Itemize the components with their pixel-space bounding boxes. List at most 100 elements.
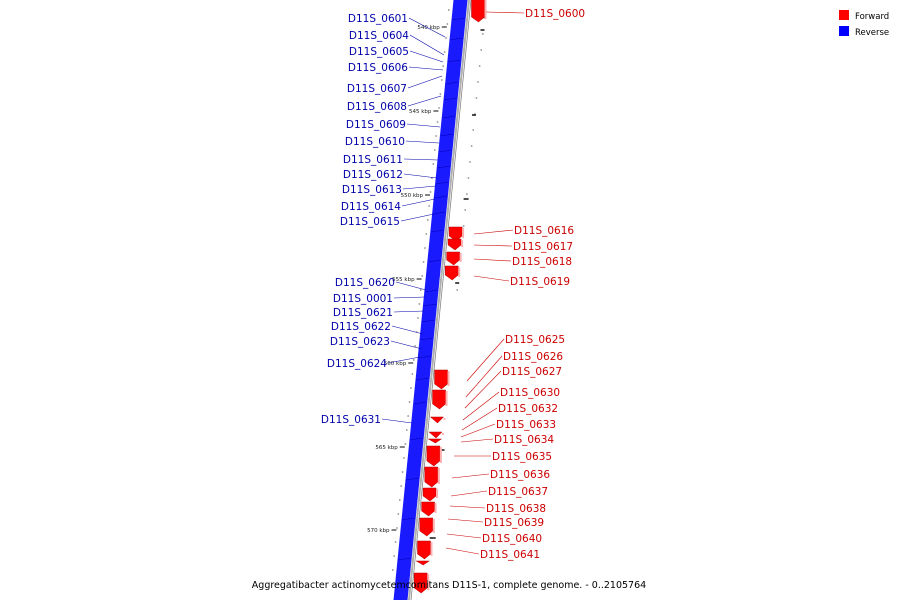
forward-gene-label[interactable]: D11S_0637 [488,486,548,498]
forward-gene-10 [426,445,441,467]
forward-gene-13 [421,501,435,517]
leader-line [393,296,426,299]
tick-label: 550 kbp [401,193,424,199]
axis-line [407,0,471,600]
leader-line [407,95,442,107]
leader-line [402,185,437,190]
leader-line [393,310,425,313]
genome-axis [407,0,472,600]
reverse-gene-label[interactable]: D11S_0001 [333,293,393,305]
leader-line [462,391,500,421]
forward-gene-label[interactable]: D11S_0616 [514,225,574,237]
reverse-gene-label[interactable]: D11S_0604 [349,30,409,42]
forward-gene-1 [448,226,463,242]
leader-line [473,258,512,262]
leader-line [387,356,421,364]
leader-line [409,50,444,63]
forward-genes [413,0,487,594]
forward-gene-highlight [427,574,430,590]
reverse-gene-label[interactable]: D11S_0621 [333,307,393,319]
reverse-gene-label[interactable]: D11S_0623 [330,336,390,348]
leader-line [465,355,503,398]
reverse-gene-boundary [440,133,454,137]
leader-line [409,34,445,56]
reverse-gene-boundary [430,229,444,233]
leader-line [395,281,427,291]
reverse-gene-label[interactable]: D11S_0614 [341,201,401,213]
reverse-gene-label[interactable]: D11S_0611 [343,154,403,166]
forward-gene-7 [429,416,445,424]
reverse-gene-label[interactable]: D11S_0606 [348,62,408,74]
reverse-gene-label[interactable]: D11S_0624 [327,358,387,370]
reverse-gene-boundary [419,337,434,341]
reverse-gene-label[interactable]: D11S_0622 [331,321,391,333]
forward-gene-label[interactable]: D11S_0634 [494,434,554,446]
leader-line [446,533,482,539]
forward-gene-label[interactable]: D11S_0636 [490,469,550,481]
forward-gene-label[interactable]: D11S_0638 [486,503,546,515]
forward-gene-highlight [436,489,439,498]
leader-line [408,17,446,38]
reverse-gene-boundary [415,377,430,381]
reverse-gene-label[interactable]: D11S_0610 [345,136,405,148]
forward-gene-label[interactable]: D11S_0640 [482,533,542,545]
leader-line [406,123,441,128]
reverse-strand-band [393,0,468,600]
reverse-strand-track [393,0,468,600]
leader-line [391,325,424,335]
reverse-gene-label[interactable]: D11S_0631 [321,414,381,426]
reverse-gene-boundary [409,437,424,441]
forward-gene-5 [434,369,448,390]
reverse-gene-label[interactable]: D11S_0612 [343,169,403,181]
reverse-gene-label[interactable]: D11S_0601 [348,13,408,25]
axis-line [410,0,472,600]
reverse-gene-boundary [421,319,435,323]
forward-gene-label[interactable]: D11S_0617 [513,241,573,253]
forward-gene-12 [422,487,437,502]
forward-gene-label[interactable]: D11S_0627 [502,366,562,378]
reverse-gene-label[interactable]: D11S_0615 [340,216,400,228]
forward-gene-9 [427,438,443,444]
forward-gene-highlight [459,253,462,262]
reverse-gene-boundary [438,149,452,153]
legend-label-reverse: Reverse [855,28,889,38]
forward-gene-label[interactable]: D11S_0630 [500,387,560,399]
forward-gene-6 [432,389,446,410]
forward-gene-4 [444,265,459,281]
leader-line [485,11,525,14]
reverse-gene-label[interactable]: D11S_0609 [346,119,406,131]
reverse-gene-boundary [445,81,459,85]
leader-line [449,505,486,509]
forward-gene-label[interactable]: D11S_0618 [512,256,572,268]
leader-line [408,66,444,71]
forward-gene-label[interactable]: D11S_0600 [525,8,585,20]
forward-gene-label[interactable]: D11S_0626 [503,351,563,363]
forward-gene-label[interactable]: D11S_0641 [480,549,540,561]
leader-line [450,490,488,497]
reverse-gene-label[interactable]: D11S_0608 [347,101,407,113]
forward-gene-label[interactable]: D11S_0639 [484,517,544,529]
reverse-gene-label[interactable]: D11S_0620 [335,277,395,289]
forward-gene-label[interactable]: D11S_0635 [492,451,552,463]
reverse-gene-label[interactable]: D11S_0607 [347,83,407,95]
forward-gene-label[interactable]: D11S_0632 [498,403,558,415]
leader-line [473,244,513,247]
leader-line [460,423,496,438]
leader-line [451,473,490,479]
legend: Forward Reverse [839,10,889,38]
tick-label: 540 kbp [417,25,440,31]
forward-gene-8 [428,431,443,439]
reverse-gene-label[interactable]: D11S_0613 [342,184,402,196]
forward-gene-highlight [442,433,444,435]
figure-caption: Aggregatibacter actinomycetemcomitans D1… [252,580,646,591]
tick-label: 555 kbp [392,277,415,283]
forward-gene-label[interactable]: D11S_0633 [496,419,556,431]
leader-line [464,370,502,409]
leader-line [403,158,439,161]
forward-gene-label[interactable]: D11S_0625 [505,334,565,346]
forward-gene-label[interactable]: D11S_0619 [510,276,570,288]
leader-line [460,438,494,443]
forward-gene-highlight [447,371,450,386]
reverse-gene-label[interactable]: D11S_0605 [349,46,409,58]
